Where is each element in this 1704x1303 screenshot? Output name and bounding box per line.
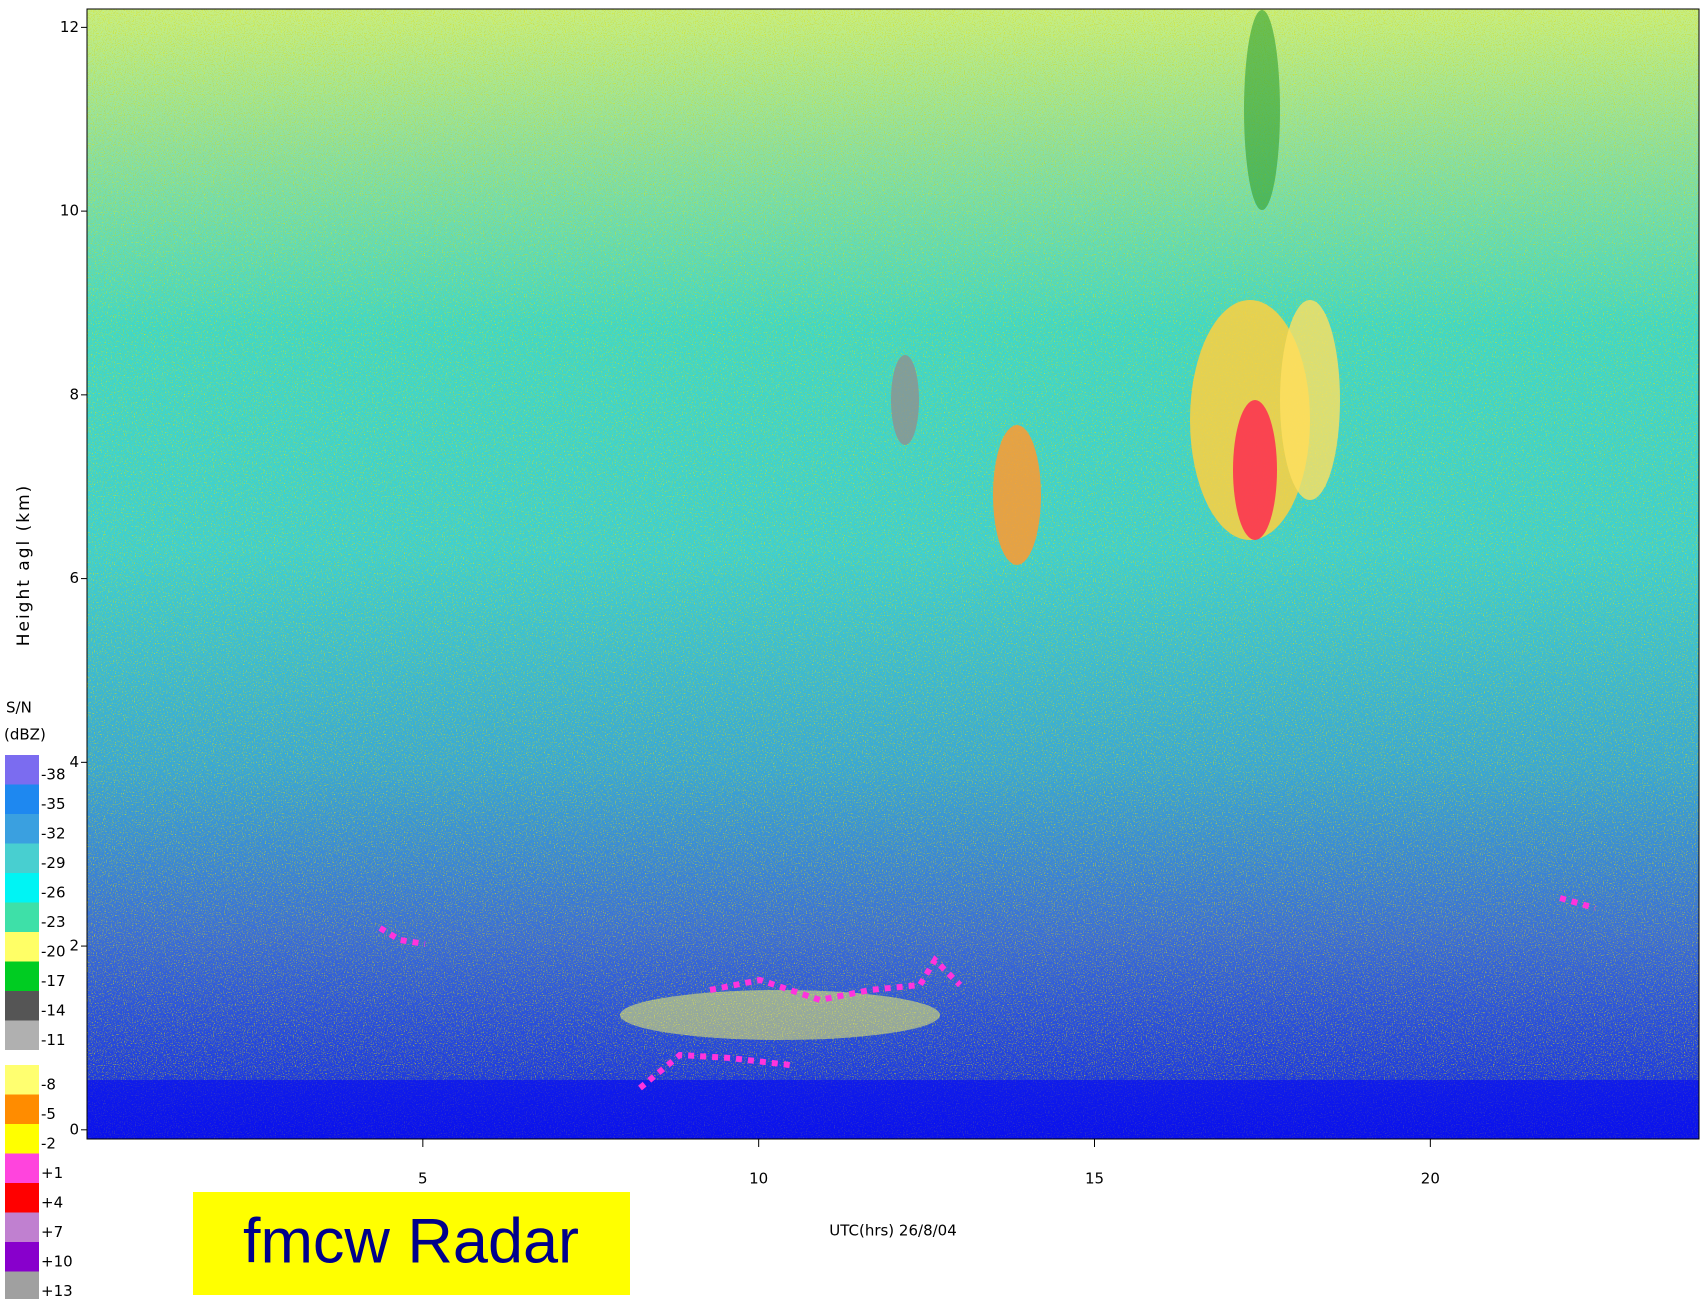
colorbar-label: +1 [41, 1164, 63, 1182]
colorbar-label: -5 [41, 1105, 56, 1123]
colorbar-swatch [5, 1021, 39, 1051]
colorbar-swatch [5, 1154, 39, 1184]
colorbar-label: -8 [41, 1076, 56, 1094]
colorbar-label: -32 [41, 825, 66, 843]
x-tick-label: 15 [1085, 1170, 1104, 1188]
x-tick-label: 5 [418, 1170, 428, 1188]
colorbar-swatch [5, 903, 39, 933]
colorbar-swatch [5, 1065, 39, 1095]
colorbar-label: +10 [41, 1253, 73, 1271]
colorbar-swatch [5, 932, 39, 962]
colorbar-label: -14 [41, 1002, 66, 1020]
colorbar-label: -20 [41, 943, 66, 961]
colorbar-label: -29 [41, 854, 66, 872]
colorbar-swatch [5, 814, 39, 844]
colorbar-swatch [5, 962, 39, 992]
colorbar-swatch [5, 1095, 39, 1125]
y-axis-label: Height agl (km) [14, 484, 34, 647]
colorbar-label: -23 [41, 913, 66, 931]
annotation: fmcw Radar [243, 1207, 579, 1277]
x-tick-label: 20 [1421, 1170, 1440, 1188]
colorbar-label: -2 [41, 1135, 56, 1153]
y-tick-label: 8 [69, 385, 79, 403]
colorbar-swatch [5, 1124, 39, 1154]
y-tick-label: 0 [69, 1120, 79, 1138]
colorbar-swatch [5, 1242, 39, 1272]
colorbar-label: -17 [41, 972, 66, 990]
x-axis-label: UTC(hrs) 26/8/04 [829, 1222, 957, 1240]
radar-field [87, 9, 1699, 1139]
colorbar-label: -35 [41, 795, 66, 813]
page: UTC(hrs) 26/8/04 Height agl (km) S/N (dB… [0, 0, 1704, 1299]
colorbar-label: -38 [41, 766, 66, 784]
colorbar-swatch [5, 1213, 39, 1243]
colorbar-label: +4 [41, 1194, 63, 1212]
colorbar-title: S/N [6, 699, 32, 717]
colorbar-label: -26 [41, 884, 66, 902]
colorbar-swatch [5, 755, 39, 785]
colorbar-swatch [5, 873, 39, 903]
colorbar-swatch [5, 785, 39, 815]
x-tick-label: 10 [749, 1170, 768, 1188]
chart: UTC(hrs) 26/8/04 Height agl (km) S/N (dB… [0, 0, 1704, 1299]
colorbar-swatch [5, 1272, 39, 1300]
y-tick-label: 4 [69, 753, 79, 771]
y-tick-label: 2 [69, 937, 79, 955]
colorbar-title: (dBZ) [4, 726, 46, 744]
y-tick-label: 6 [69, 569, 79, 587]
colorbar-label: +7 [41, 1223, 63, 1241]
colorbar-swatch [5, 844, 39, 874]
colorbar-swatch [5, 1183, 39, 1213]
y-tick-label: 10 [60, 202, 79, 220]
colorbar-label: -11 [41, 1031, 66, 1049]
colorbar-label: +13 [41, 1282, 73, 1299]
colorbar-swatch [5, 991, 39, 1021]
y-tick-label: 12 [60, 18, 79, 36]
